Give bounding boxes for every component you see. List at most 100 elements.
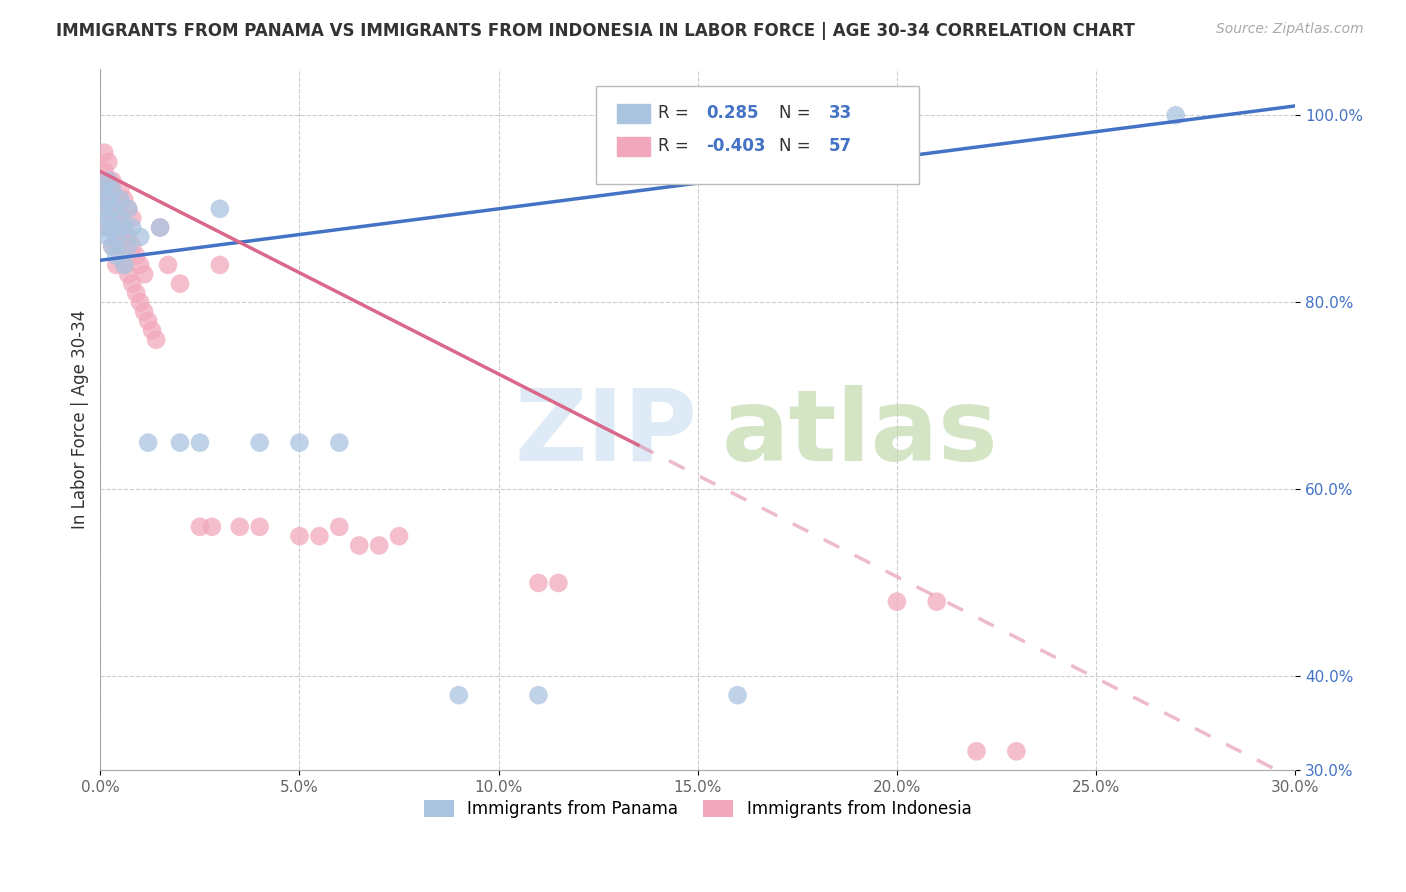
Point	[110, 183, 132, 197]
Point	[169, 277, 191, 291]
Point	[157, 258, 180, 272]
Text: IMMIGRANTS FROM PANAMA VS IMMIGRANTS FROM INDONESIA IN LABOR FORCE | AGE 30-34 C: IMMIGRANTS FROM PANAMA VS IMMIGRANTS FRO…	[56, 22, 1135, 40]
Point	[117, 202, 139, 216]
Point	[966, 744, 988, 758]
Point	[105, 249, 128, 263]
Point	[121, 211, 143, 226]
Point	[125, 249, 148, 263]
Point	[547, 576, 569, 591]
Point	[112, 230, 135, 244]
Y-axis label: In Labor Force | Age 30-34: In Labor Force | Age 30-34	[72, 310, 89, 529]
Point	[110, 239, 132, 253]
Point	[886, 594, 908, 608]
Point	[447, 688, 470, 702]
Point	[388, 529, 411, 543]
Point	[101, 239, 124, 253]
Point	[249, 520, 271, 534]
Point	[347, 539, 370, 553]
Point	[328, 520, 350, 534]
Point	[112, 220, 135, 235]
Point	[101, 183, 124, 197]
Point	[110, 193, 132, 207]
Point	[117, 230, 139, 244]
Point	[288, 529, 311, 543]
Legend: Immigrants from Panama, Immigrants from Indonesia: Immigrants from Panama, Immigrants from …	[418, 793, 979, 825]
Point	[112, 258, 135, 272]
Text: R =: R =	[658, 137, 689, 155]
Bar	[616, 103, 650, 123]
Point	[527, 576, 550, 591]
Point	[117, 239, 139, 253]
Point	[101, 202, 124, 216]
Text: -0.403: -0.403	[706, 137, 766, 155]
Point	[727, 688, 749, 702]
FancyBboxPatch shape	[596, 86, 918, 185]
Point	[97, 174, 120, 188]
Point	[229, 520, 252, 534]
Point	[1164, 108, 1187, 122]
Point	[308, 529, 330, 543]
Point	[105, 220, 128, 235]
Point	[97, 202, 120, 216]
Point	[129, 258, 152, 272]
Point	[97, 220, 120, 235]
Point	[97, 174, 120, 188]
Point	[117, 202, 139, 216]
Point	[527, 688, 550, 702]
Point	[105, 258, 128, 272]
Point	[129, 295, 152, 310]
Text: N =: N =	[779, 137, 811, 155]
Point	[93, 202, 115, 216]
Point	[121, 220, 143, 235]
Point	[110, 211, 132, 226]
Point	[101, 174, 124, 188]
Text: N =: N =	[779, 104, 811, 122]
Point	[110, 211, 132, 226]
Point	[97, 155, 120, 169]
Point	[136, 435, 159, 450]
Point	[134, 304, 156, 318]
Point	[149, 220, 172, 235]
Point	[208, 258, 231, 272]
Point	[93, 220, 115, 235]
Text: ZIP: ZIP	[515, 384, 697, 482]
Text: 0.285: 0.285	[706, 104, 759, 122]
Point	[201, 520, 224, 534]
Point	[134, 267, 156, 281]
Text: Source: ZipAtlas.com: Source: ZipAtlas.com	[1216, 22, 1364, 37]
Point	[101, 211, 124, 226]
Point	[149, 220, 172, 235]
Point	[101, 220, 124, 235]
Point	[136, 314, 159, 328]
Point	[328, 435, 350, 450]
Point	[121, 239, 143, 253]
Text: R =: R =	[658, 104, 689, 122]
Point	[145, 333, 167, 347]
Point	[925, 594, 948, 608]
Point	[93, 183, 115, 197]
Text: atlas: atlas	[721, 384, 998, 482]
Point	[188, 520, 211, 534]
Point	[93, 145, 115, 160]
Point	[105, 202, 128, 216]
Point	[249, 435, 271, 450]
Point	[112, 193, 135, 207]
Point	[105, 230, 128, 244]
Point	[125, 285, 148, 300]
Point	[97, 230, 120, 244]
Point	[288, 435, 311, 450]
Text: 33: 33	[830, 104, 852, 122]
Point	[208, 202, 231, 216]
Point	[141, 323, 163, 337]
Point	[1005, 744, 1028, 758]
Point	[93, 183, 115, 197]
Bar	[616, 136, 650, 156]
Point	[188, 435, 211, 450]
Point	[112, 258, 135, 272]
Point	[129, 230, 152, 244]
Point	[97, 193, 120, 207]
Point	[169, 435, 191, 450]
Point	[97, 211, 120, 226]
Point	[93, 164, 115, 178]
Point	[368, 539, 391, 553]
